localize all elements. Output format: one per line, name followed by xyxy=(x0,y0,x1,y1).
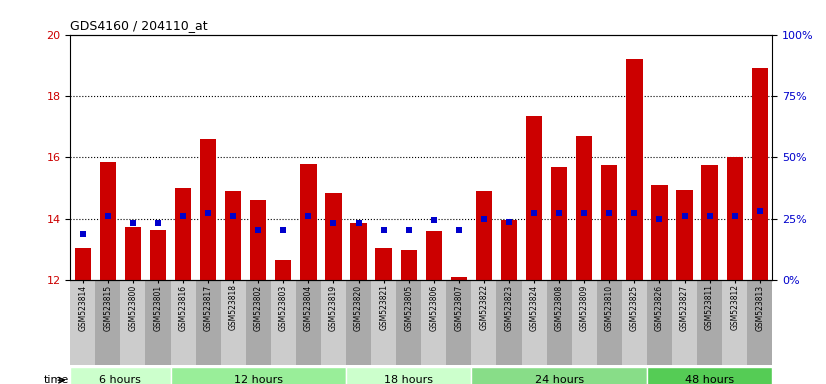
Point xyxy=(226,213,240,219)
Point xyxy=(477,216,491,222)
Bar xyxy=(175,188,191,280)
Point xyxy=(653,216,666,222)
Bar xyxy=(125,227,141,280)
Point xyxy=(177,213,190,219)
Bar xyxy=(727,157,743,280)
Bar xyxy=(626,59,643,280)
Bar xyxy=(301,164,316,280)
Point xyxy=(377,227,390,233)
Text: 24 hours: 24 hours xyxy=(534,375,584,384)
Bar xyxy=(652,185,667,280)
Text: time: time xyxy=(43,375,69,384)
Bar xyxy=(472,367,647,384)
Point xyxy=(126,220,140,227)
Point xyxy=(202,210,215,216)
Point xyxy=(301,213,315,219)
Bar xyxy=(451,277,467,280)
Bar xyxy=(200,139,216,280)
Point xyxy=(678,213,691,219)
Bar xyxy=(501,220,517,280)
Bar xyxy=(701,165,718,280)
Point xyxy=(703,213,716,219)
Bar xyxy=(601,165,618,280)
Bar xyxy=(346,367,472,384)
Bar xyxy=(526,116,542,280)
Bar xyxy=(150,230,166,280)
Bar xyxy=(752,68,768,280)
Text: 6 hours: 6 hours xyxy=(99,375,141,384)
Bar xyxy=(225,191,241,280)
Bar xyxy=(100,162,116,280)
Point xyxy=(753,208,767,214)
Point xyxy=(728,213,741,219)
Bar xyxy=(401,250,417,280)
Bar xyxy=(376,248,392,280)
Point xyxy=(76,231,89,237)
Bar xyxy=(170,367,346,384)
Point xyxy=(528,210,541,216)
Point xyxy=(603,210,616,216)
Point xyxy=(628,210,641,216)
Text: 18 hours: 18 hours xyxy=(384,375,433,384)
Point xyxy=(502,219,515,225)
Point xyxy=(151,220,164,227)
Bar xyxy=(325,193,342,280)
Point xyxy=(427,217,440,223)
Point xyxy=(252,227,265,233)
Text: GDS4160 / 204110_at: GDS4160 / 204110_at xyxy=(70,19,208,32)
Bar xyxy=(74,248,91,280)
Point xyxy=(553,210,566,216)
Bar xyxy=(425,231,442,280)
Bar xyxy=(676,190,693,280)
Text: 12 hours: 12 hours xyxy=(234,375,282,384)
Point xyxy=(577,210,591,216)
Bar xyxy=(647,367,772,384)
Point xyxy=(453,227,466,233)
Bar xyxy=(476,191,492,280)
Point xyxy=(277,227,290,233)
Bar xyxy=(250,200,267,280)
Bar xyxy=(551,167,567,280)
Point xyxy=(102,213,115,219)
Bar xyxy=(70,367,170,384)
Bar xyxy=(350,223,367,280)
Text: 48 hours: 48 hours xyxy=(685,375,734,384)
Bar xyxy=(275,260,292,280)
Point xyxy=(327,220,340,227)
Point xyxy=(352,220,365,227)
Bar xyxy=(576,136,592,280)
Point xyxy=(402,227,415,233)
